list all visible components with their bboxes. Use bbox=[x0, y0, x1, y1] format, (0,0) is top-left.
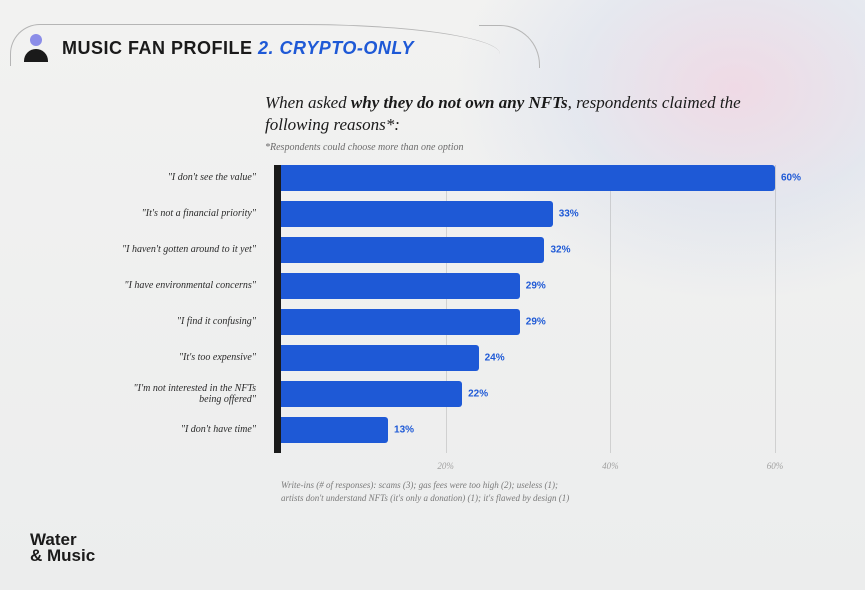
chart-row: "I don't have time" 13% bbox=[115, 417, 775, 443]
bar-value: 13% bbox=[394, 425, 414, 436]
brand-line2: & Music bbox=[30, 546, 95, 565]
bar-value: 33% bbox=[559, 209, 579, 220]
x-tick-label: 40% bbox=[602, 461, 619, 471]
bar-value: 29% bbox=[526, 317, 546, 328]
chart-row: "I'm not interested in the NFTs being of… bbox=[115, 381, 775, 407]
chart-subtitle: *Respondents could choose more than one … bbox=[265, 142, 775, 153]
bar-label: "I don't have time" bbox=[115, 424, 266, 436]
chart-title-part1: When asked bbox=[265, 93, 351, 112]
bar-label: "I have environmental concerns" bbox=[115, 280, 266, 292]
x-tick-label: 20% bbox=[437, 461, 454, 471]
header-prefix: MUSIC FAN PROFILE bbox=[62, 38, 258, 58]
chart-row: "I have environmental concerns" 29% bbox=[115, 273, 775, 299]
chart-plot-area: 20% 40% 60%"I don't see the value" 60% "It's… bbox=[115, 165, 775, 471]
chart-title-bold: why they do not own any NFTs bbox=[351, 93, 568, 112]
footnote-line1: Write-ins (# of responses): scams (3); g… bbox=[281, 480, 558, 490]
chart-row: "I find it confusing" 29% bbox=[115, 309, 775, 335]
bar-value: 29% bbox=[526, 281, 546, 292]
chart-footnote: Write-ins (# of responses): scams (3); g… bbox=[281, 479, 775, 504]
bar: 24% bbox=[281, 345, 479, 371]
bar-label: "I find it confusing" bbox=[115, 316, 266, 328]
bar: 22% bbox=[281, 381, 462, 407]
bar: 29% bbox=[281, 309, 520, 335]
bar: 33% bbox=[281, 201, 553, 227]
chart-container: When asked why they do not own any NFTs,… bbox=[115, 92, 775, 504]
bar: 13% bbox=[281, 417, 388, 443]
bar: 32% bbox=[281, 237, 544, 263]
chart-row: "It's too expensive" 24% bbox=[115, 345, 775, 371]
bar-label: "I don't see the value" bbox=[115, 172, 266, 184]
header-title: MUSIC FAN PROFILE 2. CRYPTO-ONLY bbox=[62, 38, 414, 59]
bar-value: 32% bbox=[550, 245, 570, 256]
bar: 29% bbox=[281, 273, 520, 299]
bar-label: "I'm not interested in the NFTs being of… bbox=[115, 383, 266, 406]
bar-label: "I haven't gotten around to it yet" bbox=[115, 244, 266, 256]
profile-icon bbox=[22, 34, 50, 62]
bar-value: 22% bbox=[468, 389, 488, 400]
brand-logo: Water & Music bbox=[30, 532, 95, 564]
bar-value: 60% bbox=[781, 173, 801, 184]
chart-title: When asked why they do not own any NFTs,… bbox=[265, 92, 775, 136]
header-suffix: 2. CRYPTO-ONLY bbox=[258, 38, 414, 58]
x-tick-label: 60% bbox=[767, 461, 784, 471]
chart-row: "It's not a financial priority" 33% bbox=[115, 201, 775, 227]
bar: 60% bbox=[281, 165, 775, 191]
bar-label: "It's too expensive" bbox=[115, 352, 266, 364]
header: MUSIC FAN PROFILE 2. CRYPTO-ONLY bbox=[22, 34, 414, 62]
gridline bbox=[775, 165, 776, 453]
bar-value: 24% bbox=[485, 353, 505, 364]
chart-row: "I haven't gotten around to it yet" 32% bbox=[115, 237, 775, 263]
chart-row: "I don't see the value" 60% bbox=[115, 165, 775, 191]
bar-label: "It's not a financial priority" bbox=[115, 208, 266, 220]
footnote-line2: artists don't understand NFTs (it's only… bbox=[281, 493, 569, 503]
